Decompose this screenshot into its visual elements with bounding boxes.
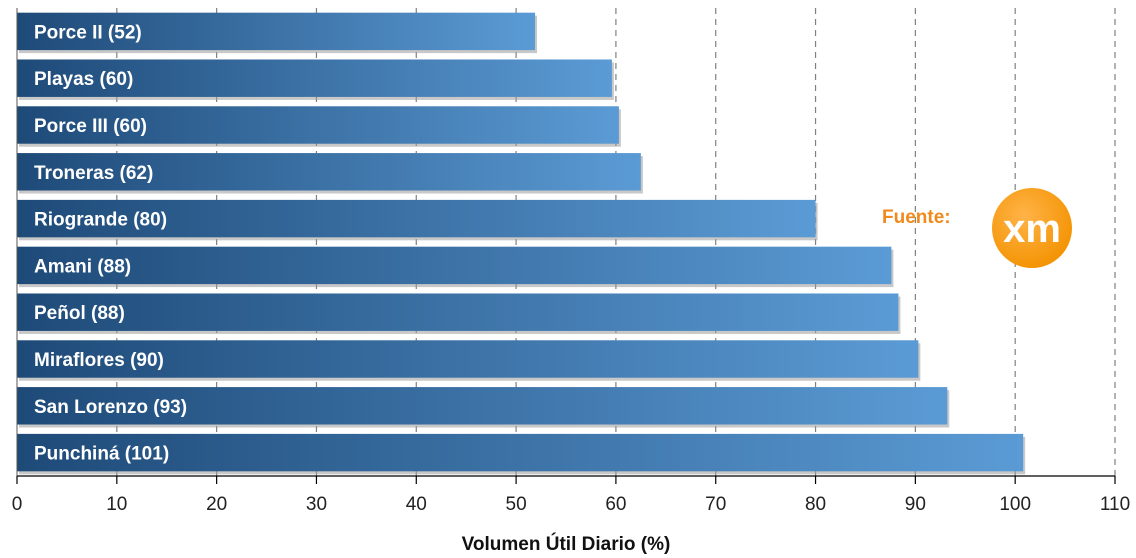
xm-logo-text: xm	[1003, 207, 1061, 251]
source-credit: Fuente: xm	[882, 188, 1072, 268]
x-axis: 0 10 20 30 40 50 60 70 80 90 100 110	[12, 8, 1130, 515]
bar-label: Porce III (60)	[34, 116, 147, 137]
bar	[17, 153, 641, 191]
bar-label: Troneras (62)	[34, 163, 153, 184]
bar-label: Playas (60)	[34, 69, 133, 90]
bar-label: Porce II (52)	[34, 22, 142, 43]
x-tick-label: 10	[106, 494, 127, 515]
bar-label: San Lorenzo (93)	[34, 397, 187, 418]
x-tick-label: 50	[506, 494, 527, 515]
x-axis-title: Volumen Útil Diario (%)	[462, 533, 671, 555]
bar	[17, 387, 948, 425]
bar-label: Riogrande (80)	[34, 210, 167, 231]
x-tick-label: 110	[1100, 494, 1130, 515]
x-tick-label: 40	[406, 494, 427, 515]
source-label: Fuente:	[882, 207, 951, 228]
x-tick-label: 100	[999, 494, 1031, 515]
bar-label: Punchiná (101)	[34, 444, 169, 465]
xm-logo-icon	[992, 188, 1072, 268]
bar	[17, 293, 899, 331]
x-tick-label: 30	[306, 494, 327, 515]
x-tick-label: 60	[605, 494, 626, 515]
bar	[17, 59, 612, 97]
bars: Porce II (52) Playas (60) Porce III (60) Tr…	[17, 12, 1026, 475]
x-tick-label: 90	[905, 494, 926, 515]
x-tick-label: 70	[705, 494, 726, 515]
bar-label: Miraflores (90)	[34, 350, 164, 371]
bar	[17, 199, 816, 238]
bar	[17, 340, 919, 378]
bar-label: Peñol (88)	[34, 303, 125, 324]
bar-label: Amani (88)	[34, 256, 131, 277]
bar	[17, 12, 536, 51]
x-tick-label: 20	[206, 494, 227, 515]
bar	[17, 106, 619, 144]
x-tick-label: 80	[805, 494, 826, 515]
x-tick-label: 0	[12, 494, 23, 515]
bar	[17, 433, 1024, 472]
bar	[17, 246, 892, 285]
